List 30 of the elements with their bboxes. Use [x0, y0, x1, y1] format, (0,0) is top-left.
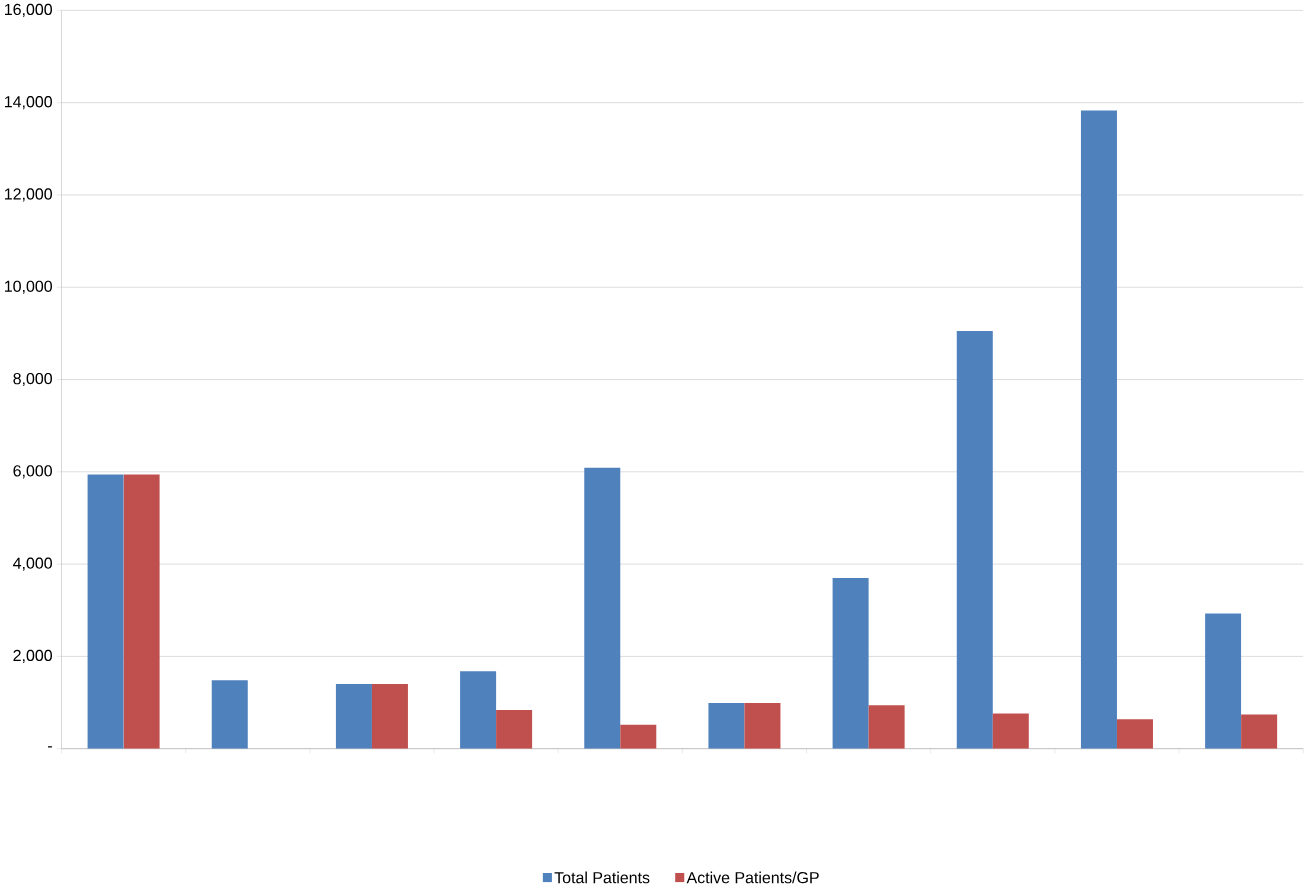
y-tick-label: 12,000: [5, 188, 52, 202]
bar: [123, 474, 160, 749]
y-tick-label: -: [48, 746, 52, 748]
bar: [1205, 613, 1242, 749]
bar: [620, 724, 657, 749]
bar: [1116, 718, 1153, 749]
y-tick-label: 8,000: [13, 372, 52, 386]
bar: [992, 713, 1029, 749]
legend-label: Active Patients/GP: [686, 871, 819, 884]
y-tick-label: 10,000: [5, 280, 52, 294]
bar: [584, 467, 621, 749]
bar: [1080, 110, 1117, 749]
bar: [87, 474, 124, 749]
bar: [956, 330, 993, 749]
bar: [496, 709, 533, 749]
y-tick-label: 16,000: [5, 3, 52, 17]
bar: [335, 683, 372, 749]
bar: [868, 705, 905, 749]
y-tick-label: 4,000: [13, 557, 52, 571]
y-tick-label: 6,000: [13, 465, 52, 479]
bar: [211, 680, 248, 749]
bar: [1241, 714, 1278, 749]
bar: [744, 702, 781, 749]
y-tick-label: 14,000: [5, 95, 52, 110]
bar: [371, 683, 408, 749]
y-tick-label: 2,000: [13, 649, 52, 663]
bar: [832, 577, 869, 749]
legend-label: Total Patients: [554, 871, 650, 884]
bar: [460, 670, 497, 749]
bar: [708, 702, 745, 749]
